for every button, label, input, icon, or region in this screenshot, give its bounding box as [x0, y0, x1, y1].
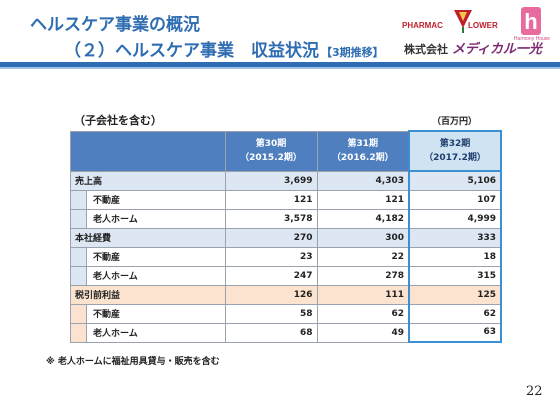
table-row-hq-realestate: 不動産 23 22 18 — [70, 246, 502, 267]
row-label: 税引前利益 — [70, 284, 226, 305]
row-label: 売上高 — [70, 170, 226, 191]
cell-value: 278 — [316, 265, 410, 286]
company-name: 株式会社 メディカル一光 — [404, 38, 542, 57]
indent-cell — [70, 322, 87, 343]
table-row-profit-realestate: 不動産 58 62 62 — [70, 303, 502, 324]
row-label: 老人ホーム — [86, 322, 226, 343]
table-header-row: 第30期 （2015.2期） 第31期 （2016.2期） 第32期 （2017.2期… — [70, 130, 502, 172]
row-label: 本社経費 — [70, 227, 226, 248]
cell-value: 3,578 — [224, 208, 318, 229]
column-fy30-label: 第30期 — [255, 139, 287, 149]
cell-value: 121 — [224, 189, 318, 210]
company-prefix: 株式会社 — [404, 43, 448, 56]
column-fy30-sub: （2015.2期） — [240, 153, 302, 163]
cell-value: 270 — [224, 227, 318, 248]
cell-value: 333 — [408, 227, 502, 248]
column-fy31-label: 第31期 — [347, 139, 379, 149]
harmony-house-mark-icon: h — [521, 7, 541, 35]
cell-value: 5,106 — [408, 170, 502, 191]
indent-cell — [70, 303, 87, 324]
pharmac-flower-logo: PHARMAC LOWER — [402, 8, 520, 38]
cell-value: 125 — [408, 284, 502, 305]
indent-cell — [70, 265, 87, 286]
logo-hh-caption: Harmony House — [513, 36, 551, 42]
row-label: 不動産 — [86, 189, 226, 210]
cell-value: 18 — [408, 246, 502, 267]
cell-value: 111 — [316, 284, 410, 305]
header-rule-light — [0, 67, 560, 69]
cell-value: 4,999 — [408, 208, 502, 229]
slide-title-line2: （２）ヘルスケア事業 収益状況 【3期推移】 — [64, 36, 384, 61]
cell-value: 126 — [224, 284, 318, 305]
row-label: 不動産 — [86, 246, 226, 267]
cell-value: 315 — [408, 265, 502, 286]
slide-title-main: （２）ヘルスケア事業 収益状況 — [64, 41, 319, 61]
table-row-sales-realestate: 不動産 121 121 107 — [70, 189, 502, 210]
harmony-house-logo: h Harmony House — [512, 6, 552, 46]
cell-value: 3,699 — [224, 170, 318, 191]
column-fy32-label: 第32期 — [439, 139, 471, 149]
page-number: 22 — [526, 384, 543, 399]
cell-value: 107 — [408, 189, 502, 210]
cell-value: 247 — [224, 265, 318, 286]
footnote: ※ 老人ホームに福祉用具貸与・販売を含む — [46, 357, 220, 367]
cell-value: 62 — [316, 303, 410, 324]
cell-value: 121 — [316, 189, 410, 210]
indent-cell — [70, 208, 87, 229]
cell-value: 300 — [316, 227, 410, 248]
cell-value: 4,182 — [316, 208, 410, 229]
logo-lower-text: LOWER — [468, 21, 498, 30]
table-scope-note: （子会社を含む） — [74, 114, 162, 127]
cell-value: 62 — [408, 303, 502, 324]
cell-value: 58 — [224, 303, 318, 324]
slide-title-suffix: 【3期推移】 — [321, 46, 384, 59]
indent-cell — [70, 246, 87, 267]
table-row-pretax-profit: 税引前利益 126 111 125 — [70, 284, 502, 305]
logo-hh-letter: h — [524, 9, 537, 34]
table-row-hq-expenses: 本社経費 270 300 333 — [70, 227, 502, 248]
table-unit-note: （百万円） — [432, 117, 478, 127]
column-header-fy30: 第30期 （2015.2期） — [224, 130, 318, 172]
logo-pharmac-text: PHARMAC — [402, 21, 443, 30]
slide-title-line1: ヘルスケア事業の概況 — [30, 15, 200, 35]
cell-value: 22 — [316, 246, 410, 267]
table-row-profit-nursinghome: 老人ホーム 68 49 63 — [70, 322, 502, 343]
row-label: 老人ホーム — [86, 208, 226, 229]
column-header-fy32: 第32期 （2017.2期） — [408, 130, 502, 172]
flower-cup-icon — [454, 10, 472, 33]
cell-value: 63 — [408, 322, 502, 343]
table-row-sales: 売上高 3,699 4,303 5,106 — [70, 170, 502, 191]
header-rule — [0, 62, 560, 67]
income-table: 第30期 （2015.2期） 第31期 （2016.2期） 第32期 （2017.2期… — [70, 130, 502, 343]
cell-value: 23 — [224, 246, 318, 267]
table-row-sales-nursinghome: 老人ホーム 3,578 4,182 4,999 — [70, 208, 502, 229]
row-label: 老人ホーム — [86, 265, 226, 286]
column-fy31-sub: （2016.2期） — [331, 153, 394, 163]
company-brand: メディカル一光 — [451, 42, 542, 57]
row-label: 不動産 — [86, 303, 226, 324]
indent-cell — [70, 189, 87, 210]
cell-value: 49 — [316, 322, 410, 343]
table-row-hq-nursinghome: 老人ホーム 247 278 315 — [70, 265, 502, 286]
column-fy32-sub: （2017.2期） — [424, 153, 486, 163]
header-blank-cell — [70, 130, 226, 172]
column-header-fy31: 第31期 （2016.2期） — [316, 130, 410, 172]
cell-value: 68 — [224, 322, 318, 343]
cell-value: 4,303 — [316, 170, 410, 191]
